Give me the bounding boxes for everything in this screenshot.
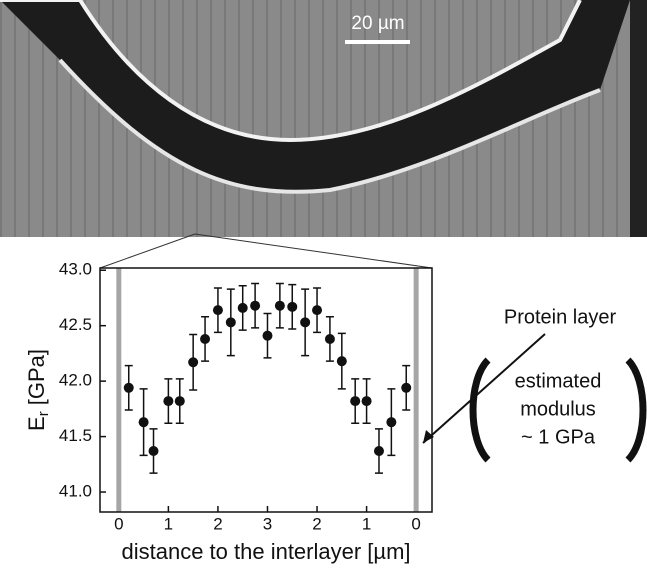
point <box>336 356 347 367</box>
point <box>212 305 223 316</box>
x-tick-label: 3 <box>263 514 272 533</box>
paren <box>625 357 647 463</box>
point <box>386 417 397 428</box>
note-line: estimated <box>515 370 602 392</box>
point <box>373 446 384 456</box>
x-tick-label: 2 <box>213 514 222 533</box>
point <box>174 396 185 407</box>
y-axis-label: Er [GPa] <box>24 349 52 431</box>
x-axis-label: distance to the interlayer [µm] <box>121 539 410 564</box>
point <box>123 382 134 393</box>
point <box>148 446 159 456</box>
point <box>401 382 412 393</box>
x-tick-label: 1 <box>362 514 371 533</box>
x-tick-label: 0 <box>411 514 420 533</box>
plot: 41.0 41.5 42.0 42.5 43.0 0 1 2 3 2 1 0 <box>59 260 421 534</box>
paren <box>469 357 491 463</box>
zoom-line <box>194 233 433 269</box>
zoom-line <box>99 233 196 269</box>
annotation: Protein layer <box>504 306 617 328</box>
point <box>138 417 149 428</box>
point <box>163 396 174 407</box>
point <box>350 396 361 407</box>
y-tick-label: 41.0 <box>59 482 92 501</box>
y-label-unit: [GPa] <box>24 349 49 405</box>
y-tick-label: 42.0 <box>59 371 92 390</box>
point <box>262 330 273 341</box>
scale-bar-label: 20 µm <box>351 13 404 34</box>
arrow-head <box>423 430 434 443</box>
point <box>312 305 323 316</box>
point <box>324 333 335 344</box>
point <box>274 300 285 311</box>
y-tick-label: 41.5 <box>59 426 92 445</box>
note-line: ~ 1 GPa <box>521 426 596 448</box>
point <box>250 300 261 311</box>
point <box>188 357 199 368</box>
point <box>200 333 211 344</box>
point <box>225 317 236 328</box>
x-tick-label: 1 <box>164 514 173 533</box>
point <box>300 317 311 328</box>
plot-frame <box>99 267 433 513</box>
y-tick-label: 43.0 <box>59 260 92 279</box>
point <box>287 301 298 312</box>
y-tick-label: 42.5 <box>59 315 92 334</box>
sem-image: 20 µm <box>0 0 647 237</box>
note-line: modulus <box>520 398 596 420</box>
point <box>361 396 372 407</box>
point <box>237 302 248 313</box>
y-label-sub: r <box>35 411 52 416</box>
y-label-main: E <box>24 416 49 431</box>
x-tick-label: 0 <box>114 514 123 533</box>
arrow <box>422 333 546 444</box>
x-tick-label: 2 <box>312 514 321 533</box>
